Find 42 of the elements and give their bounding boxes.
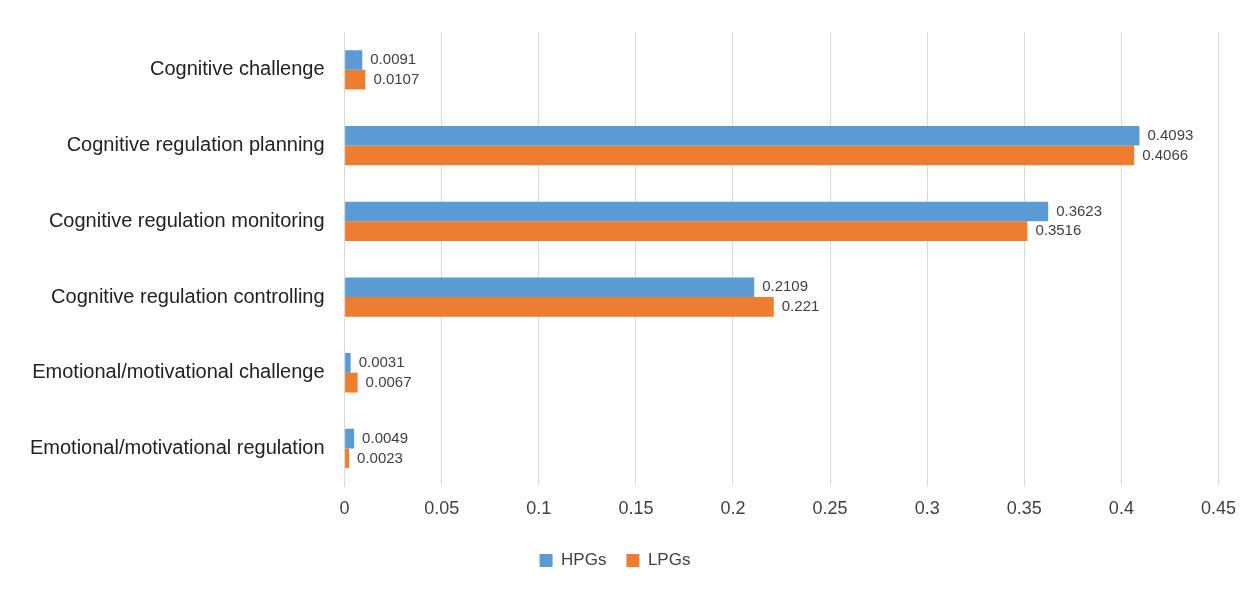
data-label: 0.2109	[762, 277, 809, 295]
y-tick-label: Emotional/motivational challenge	[32, 360, 325, 383]
bar	[345, 372, 358, 393]
x-tick-label: 0.15	[618, 498, 654, 519]
data-label: 0.221	[781, 297, 820, 315]
y-tick-label: Cognitive regulation monitoring	[48, 208, 325, 231]
y-tick-label: Emotional/motivational regulation	[30, 436, 325, 459]
data-label: 0.3623	[1056, 201, 1103, 219]
x-tick-label: 0.25	[812, 498, 848, 519]
bar	[345, 448, 350, 469]
data-label: 0.0107	[373, 69, 420, 87]
bar	[345, 50, 363, 70]
bar	[345, 277, 755, 298]
bar	[345, 428, 355, 449]
y-tick-label: Cognitive regulation planning	[66, 133, 325, 156]
data-label: 0.3516	[1035, 221, 1082, 239]
data-label: 0.4066	[1142, 145, 1189, 163]
x-tick-label: 0.45	[1200, 498, 1237, 519]
x-tick-label: 0.4	[1108, 498, 1134, 519]
legend-label: LPGs	[647, 550, 691, 570]
data-label: 0.0023	[357, 448, 403, 466]
data-label: 0.0091	[370, 50, 417, 68]
bar	[345, 201, 1049, 222]
data-label: 0.0049	[362, 428, 409, 446]
x-tick-label: 0.05	[424, 498, 460, 519]
bar	[345, 125, 1140, 146]
bar	[345, 221, 1028, 242]
data-label: 0.0067	[365, 372, 412, 390]
x-tick-label: 0.1	[526, 498, 552, 519]
x-tick-label: 0.35	[1006, 498, 1042, 519]
bar	[345, 353, 351, 373]
x-tick-label: 0.3	[914, 498, 940, 519]
data-label: 0.0031	[358, 353, 405, 371]
x-tick-label: 0	[339, 498, 350, 519]
bar	[345, 145, 1135, 166]
x-tick-label: 0.2	[720, 498, 746, 519]
y-tick-label: Cognitive challenge	[150, 57, 325, 80]
legend-label: HPGs	[561, 550, 607, 570]
data-label: 0.4093	[1147, 125, 1194, 143]
bar	[345, 69, 366, 90]
y-tick-label: Cognitive regulation controlling	[51, 284, 325, 307]
bar	[345, 297, 774, 317]
